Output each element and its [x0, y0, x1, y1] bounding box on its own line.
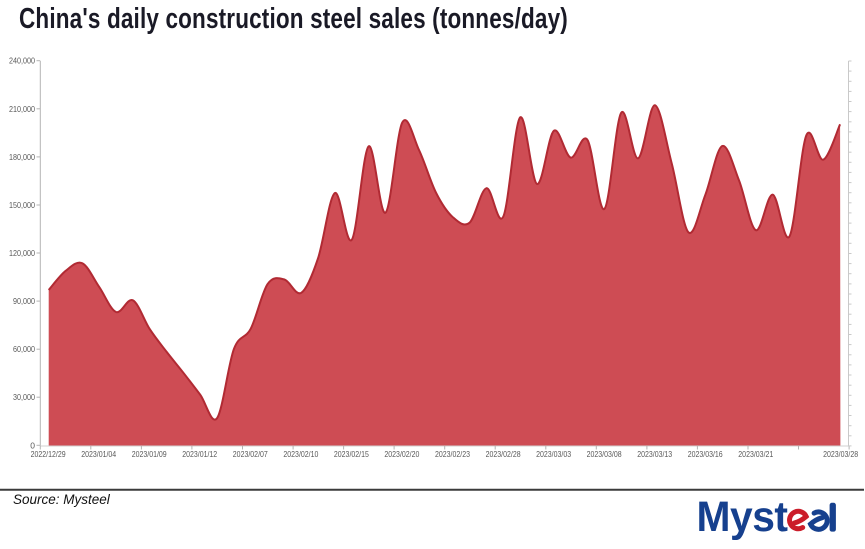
svg-text:90,000: 90,000: [13, 296, 35, 306]
svg-text:180,000: 180,000: [9, 152, 35, 162]
svg-text:Myst: Myst: [696, 494, 788, 540]
svg-text:2023/02/28: 2023/02/28: [486, 449, 521, 459]
svg-text:240,000: 240,000: [9, 56, 35, 66]
svg-text:2023/01/12: 2023/01/12: [182, 449, 217, 459]
svg-text:2023/03/13: 2023/03/13: [637, 449, 672, 459]
svg-text:120,000: 120,000: [9, 248, 35, 258]
svg-text:2023/02/23: 2023/02/23: [435, 449, 470, 459]
svg-text:2023/02/20: 2023/02/20: [384, 449, 419, 459]
svg-text:2023/03/16: 2023/03/16: [688, 449, 723, 459]
svg-text:2023/03/21: 2023/03/21: [738, 449, 773, 459]
svg-text:30,000: 30,000: [13, 392, 35, 402]
svg-text:2023/02/15: 2023/02/15: [334, 449, 369, 459]
svg-text:2022/12/29: 2022/12/29: [31, 449, 66, 459]
svg-text:2023/02/10: 2023/02/10: [283, 449, 318, 459]
svg-text:2023/01/04: 2023/01/04: [81, 449, 116, 459]
svg-text:210,000: 210,000: [9, 104, 35, 114]
svg-text:150,000: 150,000: [9, 200, 35, 210]
svg-text:60,000: 60,000: [13, 344, 35, 354]
svg-text:2023/01/09: 2023/01/09: [132, 449, 167, 459]
svg-text:2023/03/08: 2023/03/08: [587, 449, 622, 459]
svg-text:2023/02/07: 2023/02/07: [233, 449, 268, 459]
svg-text:2023/03/28: 2023/03/28: [823, 449, 858, 459]
svg-text:2023/03/03: 2023/03/03: [536, 449, 571, 459]
svg-text:0: 0: [30, 440, 35, 450]
